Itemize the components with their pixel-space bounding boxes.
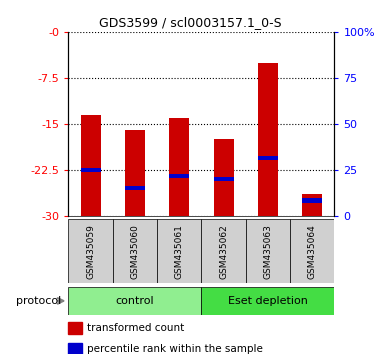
Bar — [68, 343, 82, 354]
Text: GDS3599 / scl0003157.1_0-S: GDS3599 / scl0003157.1_0-S — [99, 16, 281, 29]
Text: GSM435064: GSM435064 — [308, 224, 317, 279]
Bar — [68, 321, 82, 334]
Bar — [68, 219, 113, 283]
Text: GSM435061: GSM435061 — [175, 224, 184, 279]
Bar — [302, 194, 322, 216]
Bar — [201, 287, 334, 315]
Bar — [125, 186, 145, 190]
Bar — [214, 177, 234, 181]
Bar — [113, 219, 157, 283]
Text: control: control — [116, 296, 154, 306]
Bar — [81, 168, 101, 172]
Bar — [81, 115, 101, 216]
Text: GSM435063: GSM435063 — [263, 224, 272, 279]
Bar — [246, 219, 290, 283]
Bar — [157, 219, 201, 283]
Text: transformed count: transformed count — [87, 323, 185, 333]
Text: percentile rank within the sample: percentile rank within the sample — [87, 344, 263, 354]
Bar — [290, 219, 334, 283]
Bar — [258, 155, 278, 160]
Text: protocol: protocol — [16, 296, 61, 306]
Bar — [68, 287, 201, 315]
Bar — [169, 118, 189, 216]
Text: GSM435062: GSM435062 — [219, 224, 228, 279]
Bar — [169, 174, 189, 178]
Bar — [302, 199, 322, 203]
Bar — [258, 63, 278, 216]
Bar — [201, 219, 246, 283]
Text: GSM435060: GSM435060 — [130, 224, 139, 279]
Bar — [214, 139, 234, 216]
Text: Eset depletion: Eset depletion — [228, 296, 308, 306]
Text: GSM435059: GSM435059 — [86, 224, 95, 279]
Bar — [125, 130, 145, 216]
